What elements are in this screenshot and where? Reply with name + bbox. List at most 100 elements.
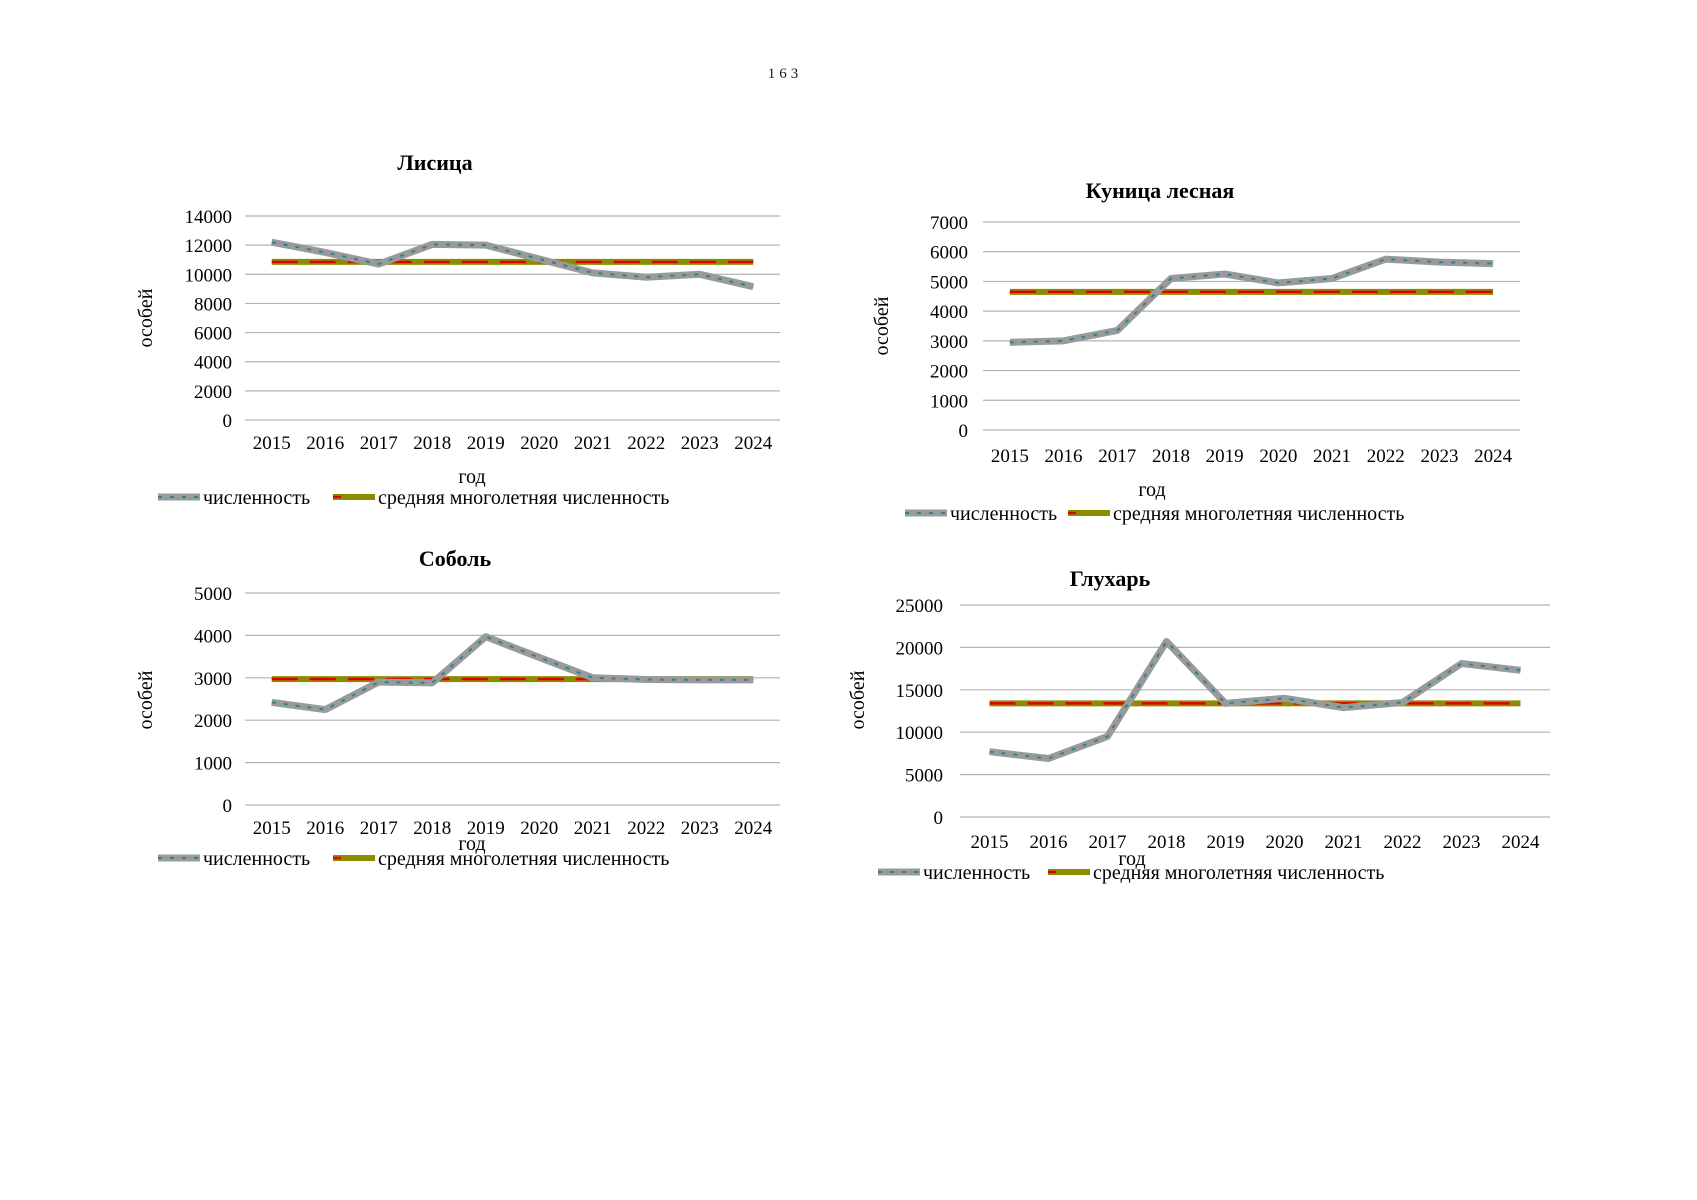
y-axis-tick-label: 5000 — [905, 766, 943, 787]
legend-series-label: численность — [950, 503, 1057, 525]
y-axis-tick-label: 4000 — [194, 626, 232, 647]
legend-average-label: средняя многолетняя численность — [1113, 503, 1404, 525]
chart-capercaillie: 0 5000 10000 15000 20000 25000 2015 2016 2017 201… — [847, 566, 1550, 884]
legend-average-label: средняя многолетняя численность — [378, 848, 669, 870]
chart-title: Соболь — [419, 546, 492, 571]
x-axis-tick-label: 2021 — [1325, 832, 1363, 853]
x-axis-tick-label: 2024 — [1502, 832, 1541, 853]
x-axis-tick-label: 2023 — [1443, 832, 1481, 853]
x-axis-tick-label: 2017 — [360, 433, 398, 454]
x-axis-tick-label: 2019 — [1206, 446, 1244, 467]
y-axis-tick-label: 10000 — [896, 723, 944, 744]
y-axis-tick-label: 0 — [959, 421, 969, 442]
x-axis-tick-label: 2017 — [1098, 446, 1136, 467]
x-axis-tick-label: 2019 — [1207, 832, 1245, 853]
y-axis-tick-label: 8000 — [194, 294, 232, 315]
y-axis-tick-label: 10000 — [185, 265, 233, 286]
y-axis-title: особей — [871, 296, 893, 355]
legend-average-label: средняя многолетняя численность — [1093, 862, 1384, 884]
x-axis-tick-label: 2021 — [574, 818, 612, 839]
y-axis-tick-label: 15000 — [896, 681, 944, 702]
x-axis-tick-label: 2022 — [1367, 446, 1405, 467]
y-axis-tick-label: 2000 — [194, 711, 232, 732]
x-axis-tick-label: 2017 — [1089, 832, 1127, 853]
y-axis-tick-label: 0 — [223, 411, 233, 432]
series-line — [1009, 255, 1494, 346]
y-axis-tick-label: 2000 — [930, 362, 968, 383]
x-axis-tick-label: 2024 — [1474, 446, 1513, 467]
y-axis-tick-label: 1000 — [194, 754, 232, 775]
y-axis-tick-label: 2000 — [194, 382, 232, 403]
x-axis-title: год — [1138, 479, 1165, 501]
y-axis-tick-label: 20000 — [896, 638, 944, 659]
x-axis-tick-label: 2015 — [253, 818, 291, 839]
legend-average-label: средняя многолетняя численность — [378, 487, 669, 509]
y-axis-tick-label: 6000 — [930, 243, 968, 264]
y-axis-tick-label: 12000 — [185, 236, 233, 257]
x-axis-tick-label: 2021 — [574, 433, 612, 454]
x-axis-tick-label: 2021 — [1313, 446, 1351, 467]
x-axis-tick-label: 2015 — [991, 446, 1029, 467]
chart-title: Глухарь — [1070, 566, 1151, 591]
y-axis-tick-label: 7000 — [930, 213, 968, 234]
x-axis-tick-label: 2022 — [627, 818, 665, 839]
x-axis-tick-label: 2019 — [467, 818, 505, 839]
x-axis-tick-label: 2019 — [467, 433, 505, 454]
y-axis-tick-label: 14000 — [185, 207, 233, 228]
x-axis-title: год — [458, 466, 485, 488]
x-axis-tick-label: 2023 — [681, 433, 719, 454]
x-axis-tick-label: 2020 — [520, 433, 558, 454]
y-axis-tick-label: 6000 — [194, 324, 232, 345]
chart-sable: 0 1000 2000 3000 4000 5000 2015 2016 2017 2018 201… — [135, 546, 780, 870]
x-axis-tick-label: 2015 — [971, 832, 1009, 853]
page-number: 163 — [767, 66, 803, 82]
x-axis-tick-label: 2016 — [306, 818, 344, 839]
x-axis-tick-label: 2016 — [1030, 832, 1068, 853]
series-line-dash — [271, 241, 754, 288]
x-axis-title: год — [1118, 848, 1145, 870]
chart-title: Лисица — [397, 150, 472, 175]
y-axis-title: особей — [847, 670, 869, 729]
x-axis-tick-label: 2016 — [306, 433, 344, 454]
legend-series-label: численность — [203, 848, 310, 870]
y-axis-tick-label: 5000 — [930, 272, 968, 293]
x-axis-tick-label: 2018 — [1148, 832, 1186, 853]
series-line-dash — [1009, 258, 1494, 344]
x-axis-tick-label: 2022 — [627, 433, 665, 454]
series-line-dash — [989, 640, 1521, 760]
y-axis-title: особей — [135, 670, 157, 729]
x-axis-tick-label: 2024 — [734, 818, 773, 839]
y-axis-tick-label: 3000 — [930, 332, 968, 353]
y-axis-tick-label: 0 — [934, 808, 944, 829]
chart-title: Куница лесная — [1086, 178, 1235, 203]
x-axis-tick-label: 2018 — [413, 433, 451, 454]
x-axis-tick-label: 2016 — [1045, 446, 1083, 467]
y-axis-tick-label: 5000 — [194, 584, 232, 605]
x-axis-tick-label: 2023 — [1420, 446, 1458, 467]
y-axis-tick-label: 3000 — [194, 669, 232, 690]
x-axis-tick-label: 2020 — [1266, 832, 1304, 853]
legend-series-label: численность — [203, 487, 310, 509]
x-axis-tick-label: 2022 — [1384, 832, 1422, 853]
x-axis-tick-label: 2023 — [681, 818, 719, 839]
y-axis-tick-label: 4000 — [930, 302, 968, 323]
chart-fox: 0 2000 4000 6000 8000 10000 12000 14000 2015 2016… — [135, 150, 780, 509]
y-axis-tick-label: 25000 — [896, 596, 944, 617]
y-axis-tick-label: 1000 — [930, 391, 968, 412]
x-axis-title: год — [458, 833, 485, 855]
y-axis-tick-label: 4000 — [194, 353, 232, 374]
x-axis-tick-label: 2020 — [520, 818, 558, 839]
y-axis-title: особей — [135, 288, 157, 347]
x-axis-tick-label: 2017 — [360, 818, 398, 839]
x-axis-tick-label: 2020 — [1259, 446, 1297, 467]
x-axis-tick-label: 2024 — [734, 433, 773, 454]
x-axis-tick-label: 2018 — [1152, 446, 1190, 467]
legend-series-label: численность — [923, 862, 1030, 884]
x-axis-tick-label: 2018 — [413, 818, 451, 839]
series-line-dash — [271, 635, 754, 711]
y-axis-tick-label: 0 — [223, 796, 233, 817]
x-axis-tick-label: 2015 — [253, 433, 291, 454]
chart-marten: 0 1000 2000 3000 4000 5000 6000 7000 2015 2016 201… — [871, 178, 1520, 525]
